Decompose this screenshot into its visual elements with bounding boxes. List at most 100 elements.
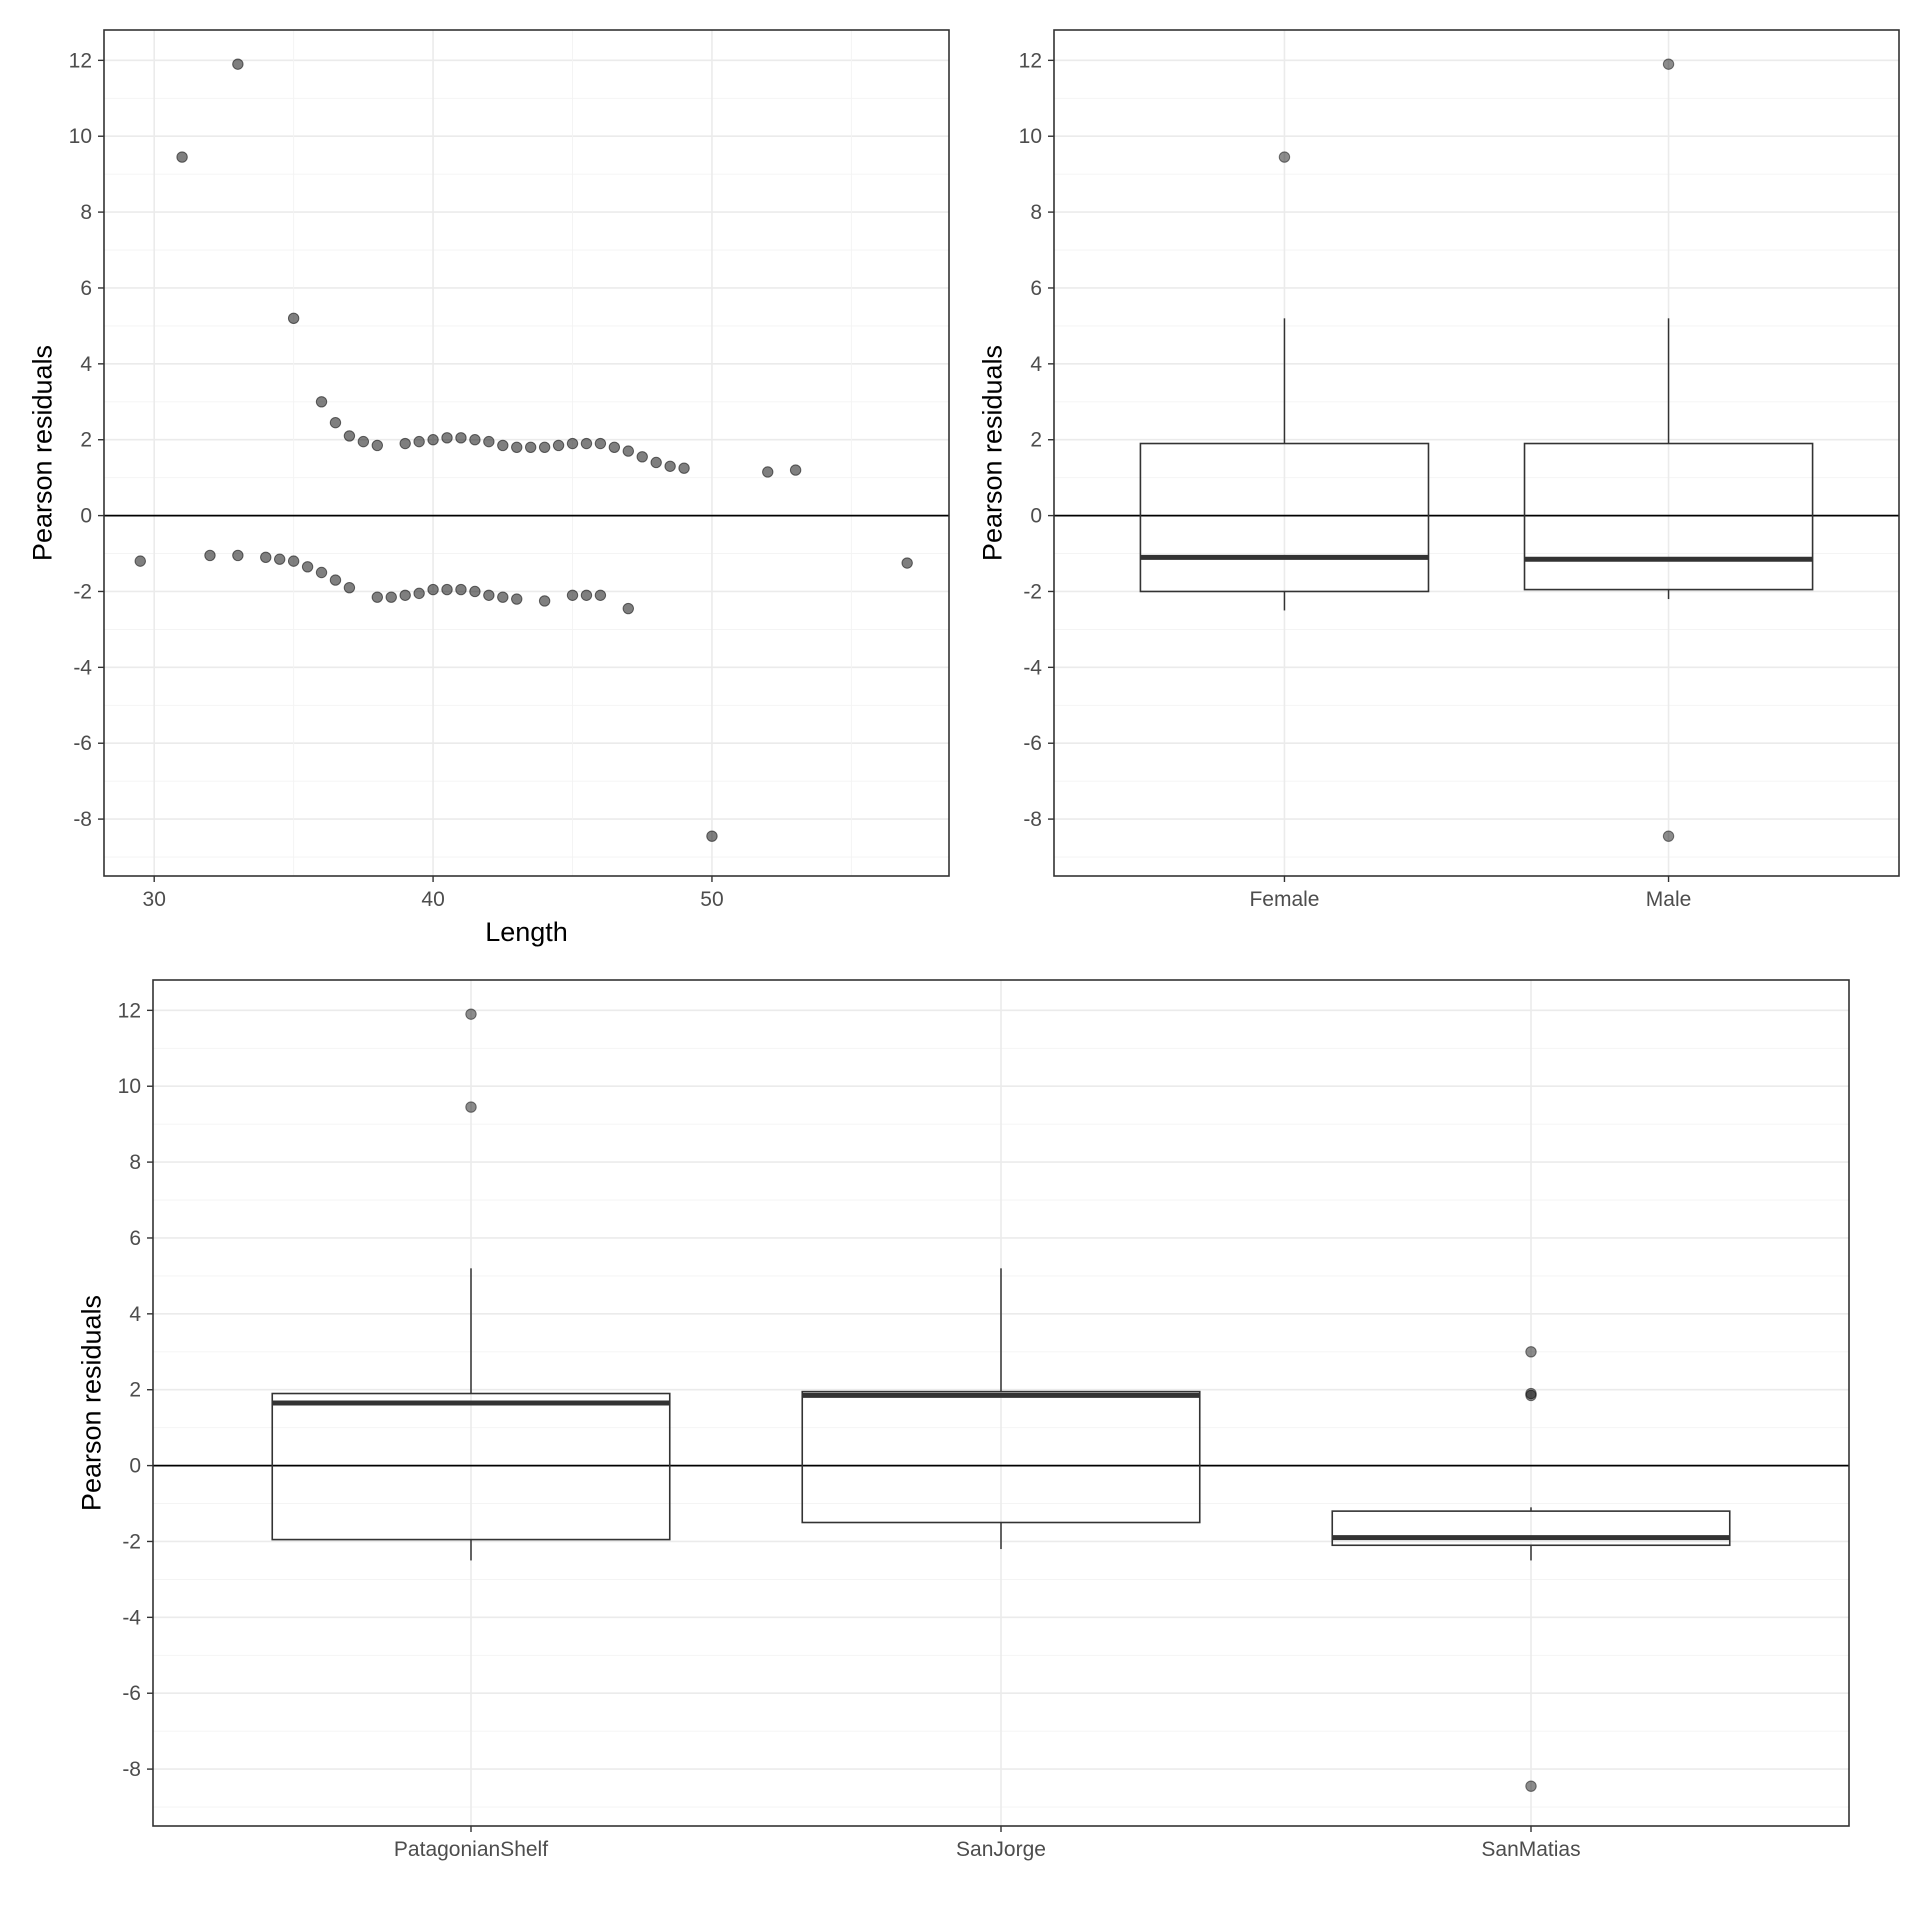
data-point	[483, 435, 495, 448]
panel-border	[152, 979, 1850, 1827]
category-label: Male	[1646, 888, 1692, 911]
y-tick-label: -4	[1023, 656, 1042, 679]
data-point	[385, 591, 397, 603]
data-point	[315, 566, 328, 579]
y-tick-label: -8	[73, 808, 92, 831]
data-point	[371, 439, 384, 452]
data-point	[789, 464, 802, 476]
data-point	[901, 557, 913, 569]
y-tick-label: 2	[129, 1379, 141, 1402]
data-point	[273, 553, 286, 565]
y-tick-label: 6	[1030, 277, 1042, 300]
data-point	[301, 561, 314, 573]
category-label: PatagonianShelf	[394, 1838, 548, 1861]
outlier-point	[1662, 830, 1675, 842]
data-point	[469, 434, 481, 446]
panel-border	[1053, 29, 1900, 877]
data-point	[497, 439, 509, 452]
data-point	[399, 437, 411, 450]
y-tick-label: -6	[122, 1682, 141, 1705]
data-point	[455, 432, 467, 444]
y-tick-label: -2	[1023, 580, 1042, 603]
panel-border	[103, 29, 950, 877]
category-label: SanJorge	[956, 1838, 1046, 1861]
y-tick-label: 8	[1030, 201, 1042, 224]
y-tick-label: 10	[69, 125, 92, 148]
y-tick-label: -4	[122, 1606, 141, 1629]
data-point	[706, 830, 718, 842]
data-point	[343, 581, 356, 594]
data-point	[762, 466, 774, 478]
data-point	[134, 555, 146, 567]
data-point	[260, 551, 272, 564]
box-iqr	[1331, 1510, 1731, 1547]
box-iqr	[271, 1392, 671, 1541]
y-tick-label: -4	[73, 656, 92, 679]
y-tick-label: 10	[118, 1075, 141, 1098]
data-point	[566, 437, 579, 450]
data-point	[511, 593, 523, 605]
data-point	[469, 585, 481, 598]
box-iqr	[1523, 442, 1814, 591]
y-tick-label: 12	[69, 49, 92, 72]
outlier-point	[1525, 1346, 1537, 1358]
data-point	[538, 595, 551, 607]
outlier-point	[1662, 58, 1675, 70]
y-tick-label: -2	[73, 580, 92, 603]
data-point	[580, 437, 593, 450]
outlier-point	[465, 1101, 477, 1113]
data-point	[622, 602, 634, 615]
data-point	[594, 589, 607, 601]
data-point	[232, 549, 244, 562]
data-point	[287, 312, 300, 325]
data-point	[343, 430, 356, 442]
data-point	[441, 583, 453, 596]
data-point	[678, 462, 690, 474]
data-point	[636, 451, 648, 463]
data-point	[524, 441, 537, 454]
data-point	[204, 549, 216, 562]
x-tick-label: 50	[700, 888, 723, 911]
y-tick-label: 0	[129, 1455, 141, 1478]
data-point	[413, 435, 425, 448]
panel-background	[1054, 30, 1899, 876]
data-point	[538, 441, 551, 454]
y-tick-label: 12	[118, 999, 141, 1022]
data-point	[594, 437, 607, 450]
y-tick-label: 0	[1030, 505, 1042, 528]
data-point	[399, 589, 411, 601]
y-tick-label: 6	[80, 277, 92, 300]
x-axis-title: Length	[485, 917, 568, 947]
data-point	[371, 591, 384, 603]
length-scatter-panel: 12 10 8 6 4 2 0 -2 -4 -6 -8 Pearson residuals 30 40 50…	[27, 29, 950, 947]
data-point	[329, 574, 342, 586]
y-tick-label: -8	[122, 1758, 141, 1781]
y-axis-title: Pearson residuals	[76, 1295, 106, 1511]
y-tick-label: -6	[73, 732, 92, 755]
data-point	[315, 396, 328, 408]
y-tick-label: 4	[129, 1303, 141, 1326]
data-point	[664, 460, 676, 472]
outlier-point	[1525, 1780, 1537, 1792]
y-tick-label: 6	[129, 1227, 141, 1250]
data-point	[483, 589, 495, 601]
x-tick-label: 30	[143, 888, 166, 911]
data-point	[329, 416, 342, 429]
y-tick-label: 4	[1030, 353, 1042, 376]
data-point	[511, 441, 523, 454]
data-point	[413, 587, 425, 600]
y-tick-label: 2	[1030, 429, 1042, 452]
region-boxplot-panel: 12 10 8 6 4 2 0 -2 -4 -6 -8 Pearson residuals Patago…	[76, 979, 1850, 1861]
y-tick-label: 0	[80, 505, 92, 528]
panel-background	[104, 30, 949, 876]
y-tick-label: -8	[1023, 808, 1042, 831]
data-point	[287, 555, 300, 567]
y-tick-label: 2	[80, 429, 92, 452]
y-tick-label: 12	[1019, 49, 1042, 72]
y-tick-label: 8	[129, 1151, 141, 1174]
data-point	[622, 445, 634, 457]
outlier-point	[1278, 151, 1291, 163]
data-point	[176, 151, 188, 163]
data-point	[427, 583, 439, 596]
